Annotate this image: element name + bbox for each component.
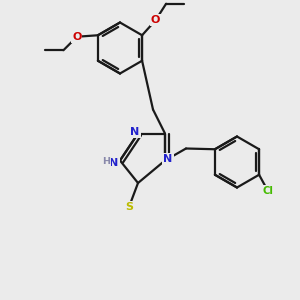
Text: N: N [110,158,118,169]
Text: H: H [103,158,110,166]
Text: N: N [164,154,172,164]
Text: N: N [130,127,140,137]
Text: O: O [151,15,160,25]
Text: O: O [72,32,82,42]
Text: Cl: Cl [262,186,274,196]
Text: S: S [125,202,133,212]
